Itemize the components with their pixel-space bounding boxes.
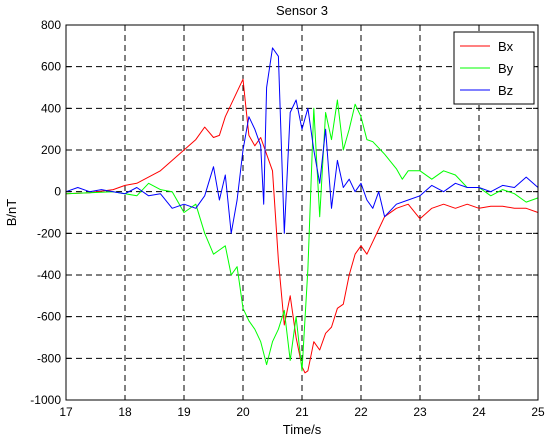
x-tick-label: 25 xyxy=(531,405,545,419)
legend: Bx By Bz xyxy=(453,31,535,105)
y-tick-label: 200 xyxy=(41,143,61,157)
x-tick-label: 21 xyxy=(295,405,309,419)
series-line-bz xyxy=(65,47,539,234)
x-tick-label: 18 xyxy=(118,405,132,419)
x-axis-label: Time/s xyxy=(283,422,322,437)
y-axis-label: B/nT xyxy=(4,199,19,227)
x-tick-label: 20 xyxy=(236,405,250,419)
x-tick-label: 17 xyxy=(59,405,73,419)
x-tick-label: 19 xyxy=(177,405,191,419)
series-layer xyxy=(65,47,539,374)
y-tick-label: -200 xyxy=(37,226,61,240)
y-tick-label: -1000 xyxy=(30,393,61,407)
y-tick-label: -400 xyxy=(37,268,61,282)
y-tick-label: 800 xyxy=(41,18,61,32)
y-tick-label: -600 xyxy=(37,310,61,324)
axis-ticks: 17 18 19 20 21 22 23 24 25 -1000 -800 -600 -400 -200 0… xyxy=(30,18,545,419)
legend-label: By xyxy=(498,61,514,76)
y-tick-label: -800 xyxy=(37,351,61,365)
x-tick-label: 24 xyxy=(472,405,486,419)
series-line-by xyxy=(65,99,539,372)
x-tick-label: 22 xyxy=(354,405,368,419)
chart-title: Sensor 3 xyxy=(276,3,328,18)
y-tick-label: 600 xyxy=(41,60,61,74)
y-tick-label: 400 xyxy=(41,101,61,115)
legend-label: Bz xyxy=(498,83,513,98)
x-tick-label: 23 xyxy=(413,405,427,419)
legend-label: Bx xyxy=(498,39,514,54)
y-tick-label: 0 xyxy=(54,185,61,199)
